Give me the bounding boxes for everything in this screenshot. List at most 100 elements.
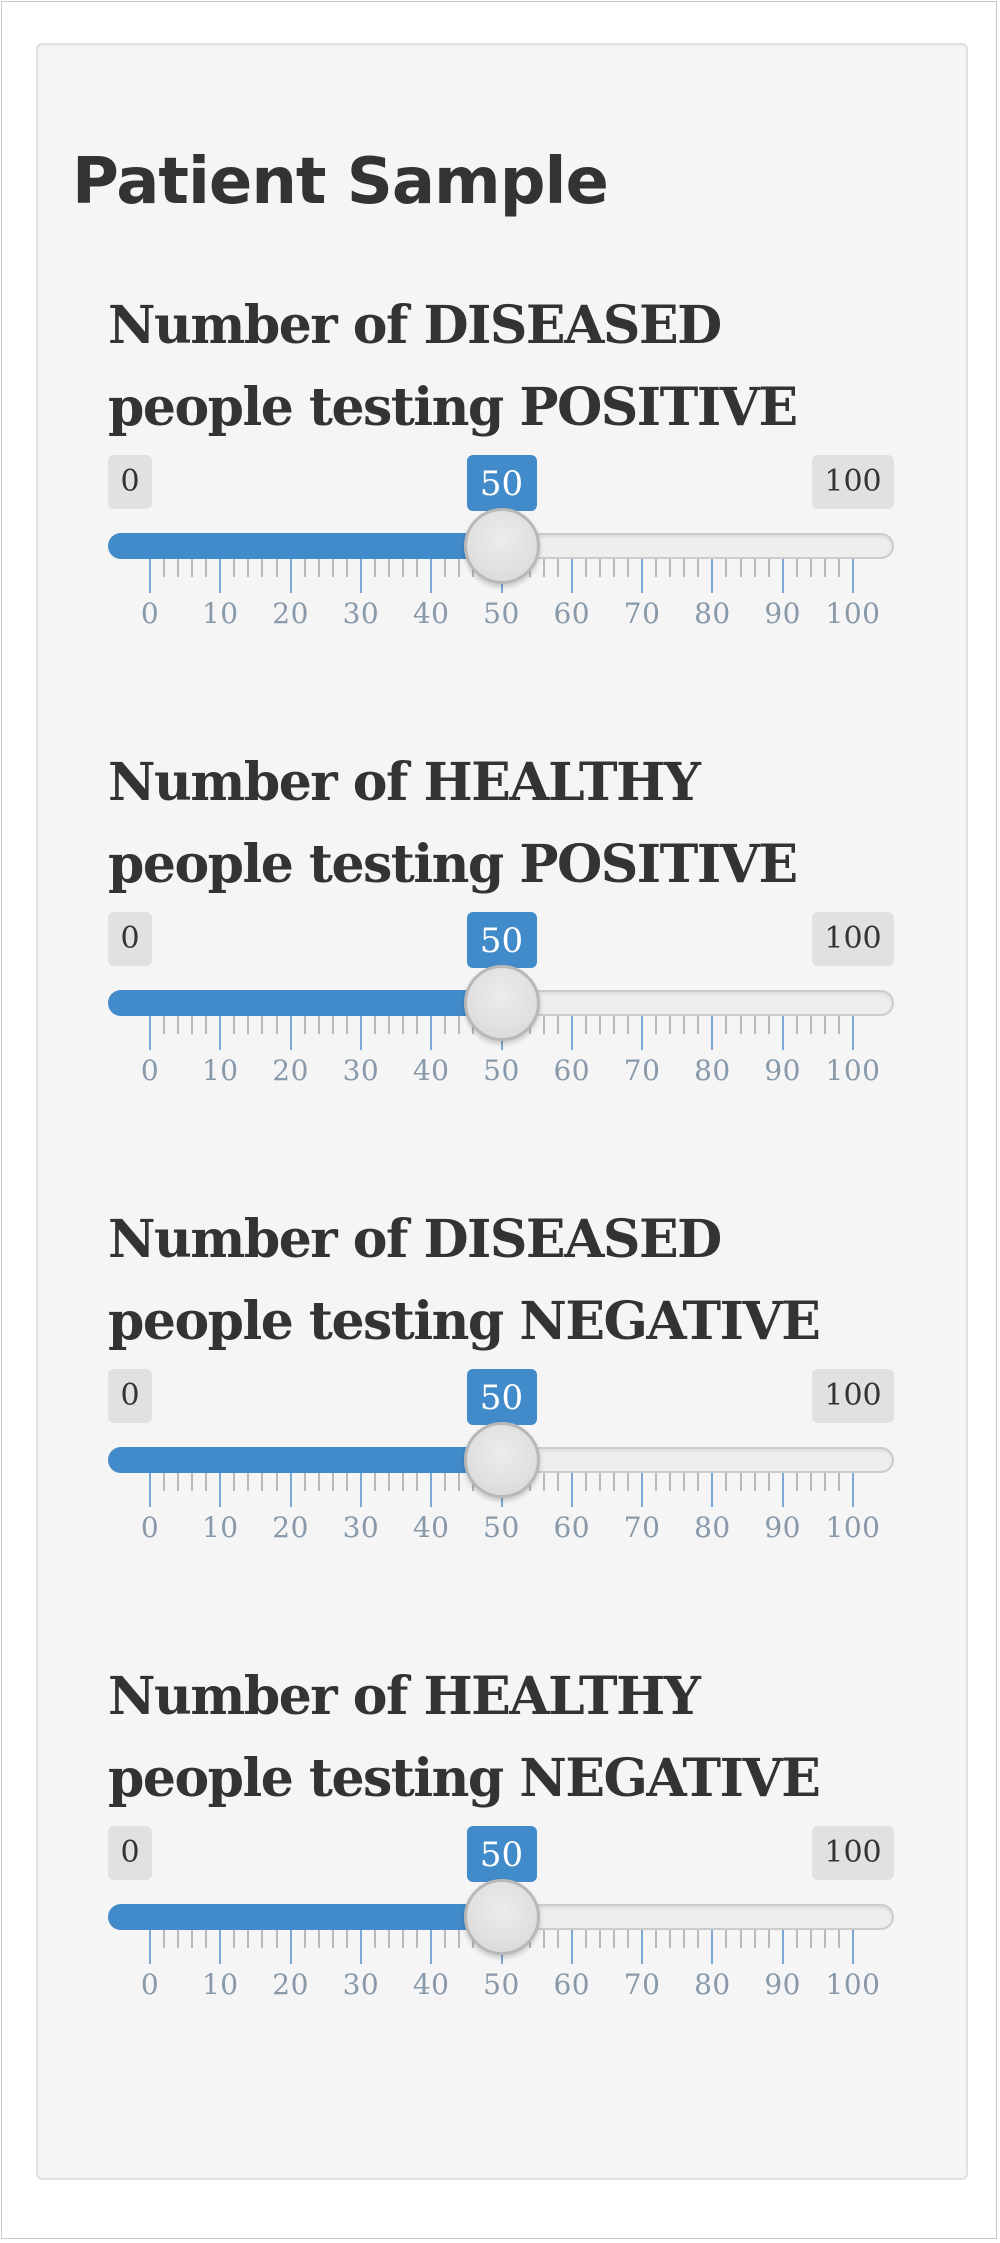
slider-label: Number of HEALTHY people testing NEGATIV…	[108, 1656, 821, 1820]
slider-handle[interactable]	[463, 1422, 540, 1498]
tick-label: 50	[483, 1054, 520, 1087]
slider-handle[interactable]	[463, 965, 540, 1041]
major-tick	[641, 559, 644, 593]
tick-label: 100	[825, 1968, 881, 2001]
slider-fill-bar	[108, 990, 502, 1016]
minor-tick	[627, 1473, 630, 1491]
tick-label: 30	[342, 1968, 380, 2001]
minor-tick	[402, 1016, 405, 1034]
minor-tick	[837, 1016, 840, 1034]
slider-handle[interactable]	[463, 508, 540, 584]
minor-tick	[697, 1016, 700, 1034]
major-tick	[219, 1016, 222, 1050]
minor-tick	[809, 559, 812, 577]
minor-tick	[556, 1473, 559, 1491]
minor-tick	[739, 1930, 742, 1948]
minor-tick	[191, 559, 194, 577]
minor-tick	[739, 559, 742, 577]
tick-label: 10	[201, 1968, 239, 2001]
minor-tick	[809, 1016, 812, 1034]
major-tick	[289, 1016, 292, 1050]
major-tick	[852, 1930, 854, 1964]
minor-tick	[373, 1930, 376, 1948]
tick-label: 80	[694, 1054, 731, 1087]
minor-tick	[163, 1016, 166, 1034]
minor-tick	[725, 1473, 728, 1491]
slider-value-bubble: 50	[466, 455, 537, 511]
tick-label: 70	[623, 597, 661, 630]
minor-tick	[345, 1016, 348, 1034]
minor-tick	[388, 1473, 391, 1491]
major-tick	[359, 1473, 362, 1507]
minor-tick	[823, 1930, 826, 1948]
tick-label: 50	[483, 597, 520, 630]
major-tick	[641, 1930, 644, 1964]
minor-tick	[233, 1016, 236, 1034]
slider-fill-bar	[108, 1904, 502, 1930]
minor-tick	[388, 1930, 391, 1948]
minor-tick	[444, 1930, 447, 1948]
slider-label-line2: people testing POSITIVE	[108, 834, 798, 895]
minor-tick	[317, 1016, 320, 1034]
minor-tick	[261, 1473, 264, 1491]
minor-tick	[331, 1473, 334, 1491]
minor-tick	[598, 1473, 601, 1491]
tick-label: 0	[140, 1968, 160, 2001]
minor-tick	[345, 1930, 348, 1948]
minor-tick	[823, 1473, 826, 1491]
minor-tick	[683, 1930, 686, 1948]
major-tick	[570, 559, 573, 593]
minor-tick	[753, 1930, 756, 1948]
major-tick	[781, 1473, 784, 1507]
minor-tick	[373, 559, 376, 577]
minor-tick	[837, 1930, 840, 1948]
minor-tick	[261, 1016, 264, 1034]
minor-tick	[275, 1473, 278, 1491]
tick-label: 60	[553, 1054, 591, 1087]
slider-diseased-negative: Number of DISEASED people testing NEGATI…	[0, 1199, 1000, 1639]
minor-tick	[163, 1473, 166, 1491]
minor-tick	[317, 559, 320, 577]
minor-tick	[444, 1016, 447, 1034]
minor-tick	[233, 1473, 236, 1491]
slider-healthy-positive: Number of HEALTHY people testing POSITIV…	[0, 742, 1000, 1182]
minor-tick	[627, 1016, 630, 1034]
minor-tick	[655, 1016, 658, 1034]
tick-label: 60	[553, 1511, 591, 1544]
minor-tick	[795, 1930, 798, 1948]
minor-tick	[303, 1473, 306, 1491]
minor-tick	[402, 1930, 405, 1948]
tick-label: 10	[201, 597, 239, 630]
minor-tick	[584, 1930, 587, 1948]
tick-label: 60	[553, 1968, 591, 2001]
tick-label: 100	[825, 1511, 881, 1544]
minor-tick	[809, 1930, 812, 1948]
minor-tick	[317, 1930, 320, 1948]
minor-tick	[795, 1473, 798, 1491]
minor-tick	[416, 559, 419, 577]
major-tick	[570, 1930, 573, 1964]
slider-value-bubble: 50	[466, 912, 537, 968]
slider-value-bubble: 50	[466, 1826, 537, 1882]
minor-tick	[163, 559, 166, 577]
minor-tick	[627, 559, 630, 577]
slider-label-line2: people testing NEGATIVE	[108, 1748, 821, 1809]
major-tick	[289, 559, 292, 593]
tick-label: 10	[201, 1054, 239, 1087]
minor-tick	[669, 559, 672, 577]
tick-label: 70	[623, 1054, 661, 1087]
minor-tick	[584, 1016, 587, 1034]
minor-tick	[402, 1473, 405, 1491]
minor-tick	[725, 1016, 728, 1034]
minor-tick	[247, 559, 250, 577]
minor-tick	[753, 1473, 756, 1491]
slider-handle[interactable]	[463, 1879, 540, 1955]
minor-tick	[669, 1016, 672, 1034]
minor-tick	[458, 559, 461, 577]
minor-tick	[612, 1016, 615, 1034]
minor-tick	[612, 559, 615, 577]
major-tick	[289, 1930, 292, 1964]
tick-label: 80	[694, 1511, 731, 1544]
minor-tick	[247, 1016, 250, 1034]
minor-tick	[402, 559, 405, 577]
